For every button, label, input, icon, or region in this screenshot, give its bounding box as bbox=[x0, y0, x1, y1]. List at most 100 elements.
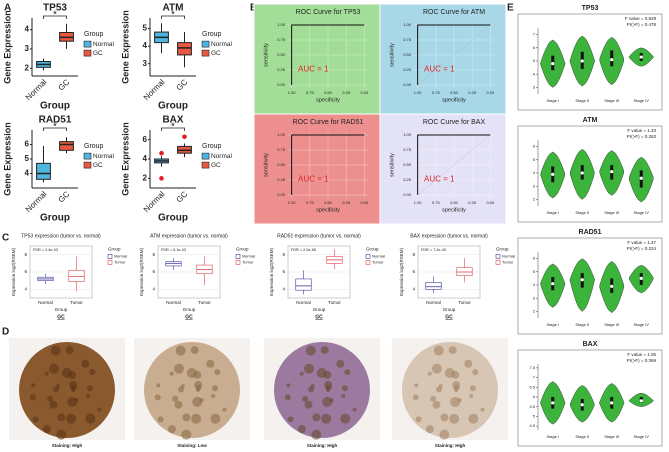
legend-swatch bbox=[365, 260, 371, 265]
tissue-texture bbox=[427, 371, 432, 376]
tissue-texture bbox=[440, 413, 449, 422]
panel-label: E bbox=[507, 3, 514, 14]
x-tick-label: Normal bbox=[296, 300, 311, 305]
legend-swatch bbox=[83, 40, 92, 48]
x-tick-label: Stage II bbox=[575, 434, 589, 439]
significance-bracket bbox=[161, 15, 185, 19]
panel-label: A bbox=[4, 3, 11, 14]
legend-swatch bbox=[235, 254, 241, 259]
x-axis-label: Group bbox=[313, 307, 326, 312]
x-tick-label: Normal bbox=[166, 300, 181, 305]
tissue-texture bbox=[412, 394, 419, 401]
x-tick-label: Tumor bbox=[458, 300, 471, 305]
x-axis-label: Group bbox=[158, 101, 188, 112]
y-tick-label: 5.5 bbox=[529, 404, 535, 409]
y-tick-label: 6 bbox=[533, 144, 536, 149]
y-axis-label: Gene Expression bbox=[120, 122, 130, 196]
x-tick-label: Stage IV bbox=[634, 322, 650, 327]
annotation: FDR = 2.4e-03 bbox=[33, 248, 58, 252]
y-tick-label: 1.00 bbox=[277, 132, 286, 137]
y-tick-label: 5 bbox=[143, 24, 148, 33]
tissue-texture bbox=[86, 385, 93, 392]
tissue-texture bbox=[439, 429, 450, 440]
legend-label: Tumor bbox=[242, 259, 254, 264]
tissue-texture bbox=[74, 398, 79, 403]
legend-label: Normal bbox=[211, 41, 233, 48]
y-tick-label: 0.50 bbox=[277, 162, 286, 167]
y-tick-label: 0.50 bbox=[403, 162, 412, 167]
outlier bbox=[182, 134, 187, 140]
y-tick-label: 6 bbox=[282, 269, 285, 274]
y-tick-label: 3 bbox=[533, 295, 536, 300]
y-tick-label: 6 bbox=[533, 394, 536, 399]
tissue-texture bbox=[67, 396, 78, 407]
x-tick-label: Stage I bbox=[546, 322, 559, 327]
x-tick-label: 1.00 bbox=[414, 90, 423, 95]
y-tick-label: 0.75 bbox=[403, 147, 412, 152]
median bbox=[580, 59, 584, 63]
tissue-texture bbox=[192, 396, 203, 407]
tissue-texture bbox=[305, 345, 316, 356]
y-tick-label: 2 bbox=[533, 196, 536, 201]
legend-label: GC bbox=[211, 162, 221, 169]
tissue-texture bbox=[154, 394, 161, 401]
median bbox=[639, 55, 643, 59]
tissue-texture bbox=[432, 400, 441, 409]
tissue-texture bbox=[89, 369, 96, 376]
y-tick-label: 5 bbox=[533, 58, 536, 63]
legend-label: Normal bbox=[242, 253, 255, 258]
x-tick-label: Stage III bbox=[604, 322, 619, 327]
y-tick-label: 4 bbox=[412, 287, 415, 292]
y-tick-label: 7.5 bbox=[529, 365, 535, 370]
y-axis-label: Expression log2(RSEM) bbox=[269, 247, 274, 296]
tissue-texture bbox=[425, 425, 434, 434]
legend-label: Tumor bbox=[114, 259, 126, 264]
y-axis-label: Gene Expression bbox=[2, 10, 12, 84]
tissue-texture bbox=[341, 385, 348, 392]
x-tick-label: Tumor bbox=[70, 300, 83, 305]
tissue-core bbox=[144, 342, 240, 438]
tissue-texture bbox=[167, 425, 176, 434]
y-axis-label: Gene Expression bbox=[120, 10, 130, 84]
box bbox=[177, 42, 192, 56]
tissue-texture bbox=[286, 383, 291, 388]
legend-title: Group bbox=[496, 247, 509, 252]
x-tick-label: Stage III bbox=[604, 210, 619, 215]
y-tick-label: 3 bbox=[533, 84, 536, 89]
y-tick-label: 5 bbox=[533, 157, 536, 162]
significance-bracket bbox=[43, 15, 67, 19]
y-tick-label: 2 bbox=[143, 173, 148, 182]
y-tick-label: 7 bbox=[533, 375, 536, 380]
x-axis-label: Group bbox=[443, 307, 456, 312]
tissue-texture bbox=[414, 383, 419, 388]
y-axis-label: sensitivity bbox=[389, 43, 395, 67]
tissue-texture bbox=[303, 363, 314, 374]
tissue-texture bbox=[97, 407, 102, 412]
y-tick-label: 3 bbox=[533, 183, 536, 188]
x-tick-label: 0.25 bbox=[468, 90, 477, 95]
legend-swatch bbox=[201, 49, 210, 57]
y-tick-label: 8 bbox=[412, 252, 415, 257]
x-tick-label: Stage II bbox=[575, 210, 589, 215]
y-tick-label: 0.00 bbox=[403, 192, 412, 197]
y-tick-label: 3 bbox=[25, 44, 30, 53]
tissue-texture bbox=[175, 345, 186, 356]
tissue-texture bbox=[190, 346, 199, 355]
annotation: Pr(>F) = 0.369 bbox=[627, 358, 657, 363]
tissue-texture bbox=[61, 368, 72, 379]
x-tick-label: Normal bbox=[142, 189, 167, 214]
y-tick-label: 4 bbox=[533, 170, 536, 175]
tissue-texture bbox=[320, 346, 329, 355]
x-axis-label: specificity bbox=[316, 97, 340, 103]
annotation: AUC = 1 bbox=[298, 65, 329, 74]
legend-label: Normal bbox=[93, 153, 115, 160]
x-tick-label: 1.00 bbox=[288, 200, 297, 205]
x-tick-label: Stage II bbox=[575, 322, 589, 327]
y-tick-label: 4 bbox=[533, 71, 536, 76]
box bbox=[165, 261, 182, 267]
legend-swatch bbox=[107, 254, 113, 259]
diagonal bbox=[291, 134, 365, 196]
chart-title: BAX bbox=[162, 115, 183, 126]
annotation: * bbox=[53, 122, 57, 133]
tissue-texture bbox=[49, 400, 58, 409]
